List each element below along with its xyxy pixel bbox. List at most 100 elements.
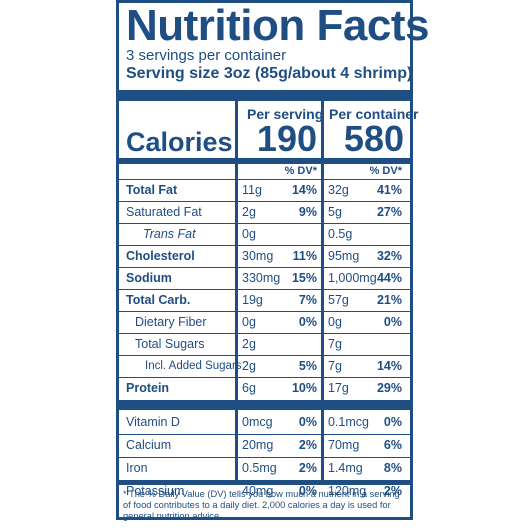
dv-container: 2% [383,484,402,498]
nutrition-facts-label: Nutrition Facts 3 servings per container… [116,0,429,520]
column-divider-2b [321,406,324,483]
amount-container: 0g [328,315,342,329]
dv-container: 44% [376,271,402,285]
row-divider [119,289,410,290]
row-divider [119,311,410,312]
thick-divider-vitamins [119,400,410,410]
amount-container: 0.5g [328,227,353,241]
nutrient-row: Sodium 330mg 15% 1,000mg 44% [119,268,410,289]
nutrient-row: Cholesterol 30mg 11% 95mg 32% [119,246,410,267]
dv-serving: 15% [291,271,317,285]
nutrient-row: Protein 6g 10% 17g 29% [119,378,410,399]
footnote-text: * The % Daily Value (DV) tells you how m… [123,489,400,521]
amount-container: 70mg [328,438,360,452]
dv-serving: 9% [298,205,317,219]
amount-serving: 0g [242,227,256,241]
thick-divider-calories [119,158,410,164]
amount-container: 57g [328,293,349,307]
nutrient-row: Total Carb. 19g 7% 57g 21% [119,290,410,311]
nutrient-row: Total Fat 11g 14% 32g 41% [119,180,410,201]
row-divider [119,223,410,224]
nutrient-name: Incl. Added Sugars [145,360,242,372]
dv-serving: 5% [298,359,317,373]
amount-container: 17g [328,381,349,395]
dv-heading-serving: % DV* [284,165,317,177]
row-divider [119,267,410,268]
calories-per-container: 580 [343,118,404,159]
vitamin-row: Iron 0.5mg 2% 1.4mg 8% [119,458,410,479]
vitamin-name: Potassium [126,484,185,498]
dv-container: 8% [383,461,402,475]
thick-divider-top [119,90,410,101]
dv-serving: 2% [298,438,317,452]
nutrient-row: Dietary Fiber 0g 0% 0g 0% [119,312,410,333]
amount-serving: 6g [242,381,256,395]
dv-container: 0% [383,315,402,329]
nutrient-row: Trans Fat 0g 0.5g [119,224,410,245]
nutrient-name: Trans Fat [143,227,196,241]
amount-serving: 2g [242,337,256,351]
row-divider [119,201,410,202]
per-container-heading: Per container [329,106,419,122]
row-divider [119,377,410,378]
nutrient-name: Sodium [126,271,172,285]
amount-serving: 0mcg [242,415,273,429]
amount-container: 1,000mg [328,271,377,285]
amount-serving: 19g [242,293,263,307]
column-divider-1 [235,101,238,401]
dv-container: 27% [376,205,402,219]
amount-container: 5g [328,205,342,219]
row-divider [119,457,410,458]
column-divider-2 [235,406,238,483]
label-title: Nutrition Facts [126,1,429,50]
column-divider-1b [321,101,324,401]
vitamin-name: Vitamin D [126,415,180,429]
serving-size: Serving size 3oz (85g/about 4 shrimp) [126,65,413,82]
vitamin-row: Potassium 40mg 0% 120mg 2% [119,481,410,502]
nutrient-name: Saturated Fat [126,205,202,219]
dv-serving: 0% [298,315,317,329]
amount-container: 7g [328,359,342,373]
amount-serving: 40mg [242,484,274,498]
amount-container: 7g [328,337,342,351]
nutrient-row: Total Sugars 2g 7g [119,334,410,355]
nutrient-row: Saturated Fat 2g 9% 5g 27% [119,202,410,223]
amount-container: 32g [328,183,349,197]
row-divider [119,480,410,481]
dv-container: 6% [383,438,402,452]
amount-serving: 30mg [242,249,274,263]
dv-serving: 10% [291,381,317,395]
calories-per-serving: 190 [256,118,317,159]
amount-serving: 2g [242,359,256,373]
vitamin-name: Calcium [126,438,172,452]
dv-container: 14% [376,359,402,373]
row-divider [119,355,410,356]
dv-serving: 0% [298,484,317,498]
amount-serving: 20mg [242,438,274,452]
nutrient-name: Total Sugars [135,337,205,351]
dv-container: 21% [376,293,402,307]
row-divider [119,333,410,334]
nutrient-name: Protein [126,381,170,395]
dv-serving: 2% [298,461,317,475]
servings-per-container: 3 servings per container [126,47,287,64]
nutrient-name: Dietary Fiber [135,315,207,329]
nutrient-name: Total Fat [126,183,178,197]
dv-serving: 11% [292,249,317,263]
vitamin-name: Iron [126,461,148,475]
amount-container: 95mg [328,249,360,263]
calories-label: Calories [126,127,233,157]
amount-serving: 0g [242,315,256,329]
vitamin-row: Calcium 20mg 2% 70mg 6% [119,435,410,456]
amount-serving: 0.5mg [242,461,277,475]
row-divider [119,434,410,435]
nutrient-row: Incl. Added Sugars 2g 5% 7g 14% [119,356,410,377]
nutrient-name: Cholesterol [126,249,195,263]
dv-container: 29% [376,381,402,395]
dv-serving: 0% [298,415,317,429]
dv-container: 41% [376,183,402,197]
amount-serving: 2g [242,205,256,219]
amount-serving: 330mg [242,271,281,285]
amount-serving: 11g [242,183,262,197]
amount-container: 1.4mg [328,461,363,475]
